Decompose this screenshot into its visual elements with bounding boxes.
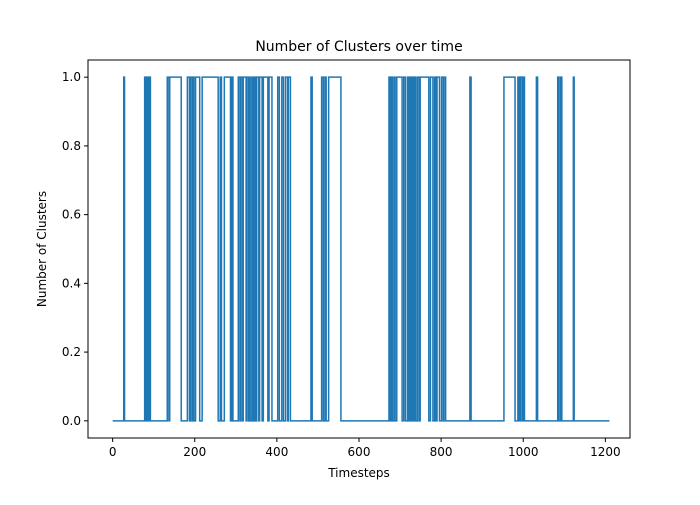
x-tick-label: 200 <box>183 445 206 459</box>
x-tick-label: 1000 <box>508 445 539 459</box>
y-tick-label: 0.0 <box>62 414 81 428</box>
x-tick-label: 0 <box>109 445 117 459</box>
series-clusters <box>112 76 610 422</box>
y-axis-ticks: 0.0 0.2 0.4 0.6 0.8 1.0 <box>62 70 88 428</box>
x-tick-label: 1200 <box>590 445 621 459</box>
x-axis-ticks: 0 200 400 600 800 1000 1200 <box>109 438 621 459</box>
x-tick-label: 800 <box>430 445 453 459</box>
y-tick-label: 0.8 <box>62 139 81 153</box>
series-line <box>112 76 610 422</box>
x-axis-label: Timesteps <box>327 466 390 480</box>
y-tick-label: 0.2 <box>62 345 81 359</box>
y-tick-label: 1.0 <box>62 70 81 84</box>
y-axis-label: Number of Clusters <box>35 191 49 307</box>
y-tick-label: 0.6 <box>62 208 81 222</box>
y-tick-label: 0.4 <box>62 276 81 290</box>
x-tick-label: 400 <box>265 445 288 459</box>
chart-title: Number of Clusters over time <box>255 39 462 55</box>
x-tick-label: 600 <box>348 445 371 459</box>
